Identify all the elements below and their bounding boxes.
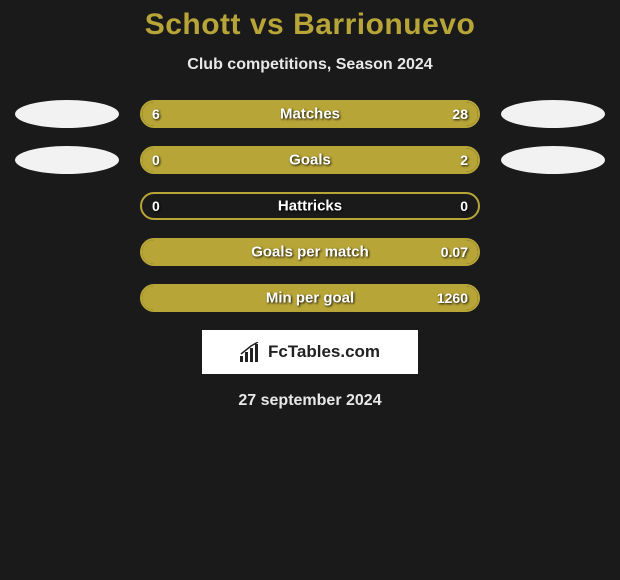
bar-fill-right <box>202 102 478 126</box>
left-avatar-slot <box>12 146 122 174</box>
stat-label: Hattricks <box>278 198 342 215</box>
stat-value-left: 0 <box>152 198 160 214</box>
stat-row: Goals per match 0.07 <box>0 238 620 266</box>
stat-row: 0 Goals 2 <box>0 146 620 174</box>
right-avatar-slot <box>498 146 608 174</box>
stat-value-right: 0.07 <box>441 244 468 260</box>
comparison-infographic: Schott vs Barrionuevo Club competitions,… <box>0 0 620 410</box>
stat-label: Min per goal <box>266 290 354 307</box>
stat-row: Min per goal 1260 <box>0 284 620 312</box>
player-avatar-left <box>15 146 119 174</box>
stats-chart: 6 Matches 28 0 Goals 2 0 Hattricks 0 Goals per ma… <box>0 100 620 312</box>
player-avatar-right <box>501 100 605 128</box>
date-text: 27 september 2024 <box>0 392 620 410</box>
stat-bar: 0 Hattricks 0 <box>140 192 480 220</box>
stat-value-left: 6 <box>152 106 160 122</box>
stat-bar: 0 Goals 2 <box>140 146 480 174</box>
logo-text: FcTables.com <box>268 342 380 362</box>
right-avatar-slot <box>498 100 608 128</box>
stat-value-right: 1260 <box>437 290 468 306</box>
subtitle: Club competitions, Season 2024 <box>0 56 620 74</box>
stat-bar: Min per goal 1260 <box>140 284 480 312</box>
left-avatar-slot <box>12 100 122 128</box>
stat-value-right: 28 <box>452 106 468 122</box>
stat-label: Goals per match <box>251 244 369 261</box>
page-title: Schott vs Barrionuevo <box>0 8 620 42</box>
stat-row: 6 Matches 28 <box>0 100 620 128</box>
stat-row: 0 Hattricks 0 <box>0 192 620 220</box>
stat-value-right: 2 <box>460 152 468 168</box>
stat-value-left: 0 <box>152 152 160 168</box>
player-avatar-left <box>15 100 119 128</box>
stat-value-right: 0 <box>460 198 468 214</box>
stat-bar: Goals per match 0.07 <box>140 238 480 266</box>
stat-label: Goals <box>289 152 331 169</box>
player-avatar-right <box>501 146 605 174</box>
bar-chart-icon <box>240 342 262 362</box>
stat-bar: 6 Matches 28 <box>140 100 480 128</box>
stat-label: Matches <box>280 106 340 123</box>
logo-badge: FcTables.com <box>202 330 418 374</box>
